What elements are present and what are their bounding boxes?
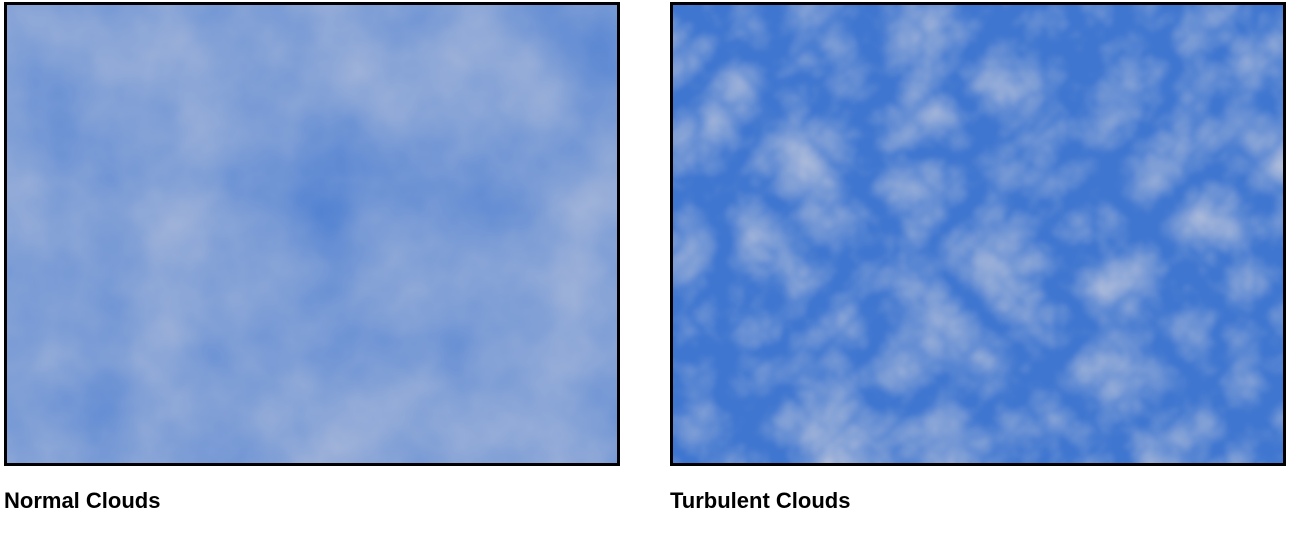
caption-turbulent: Turbulent Clouds bbox=[670, 488, 1286, 514]
panel-normal-clouds: Normal Clouds bbox=[4, 2, 620, 514]
caption-normal: Normal Clouds bbox=[4, 488, 620, 514]
comparison-container: Normal Clouds Turbulent Clouds bbox=[0, 0, 1290, 514]
canvas-frame-normal bbox=[4, 2, 620, 466]
panel-turbulent-clouds: Turbulent Clouds bbox=[670, 2, 1286, 514]
cloud-canvas-normal bbox=[7, 5, 617, 463]
cloud-canvas-turbulent bbox=[673, 5, 1283, 463]
canvas-frame-turbulent bbox=[670, 2, 1286, 466]
